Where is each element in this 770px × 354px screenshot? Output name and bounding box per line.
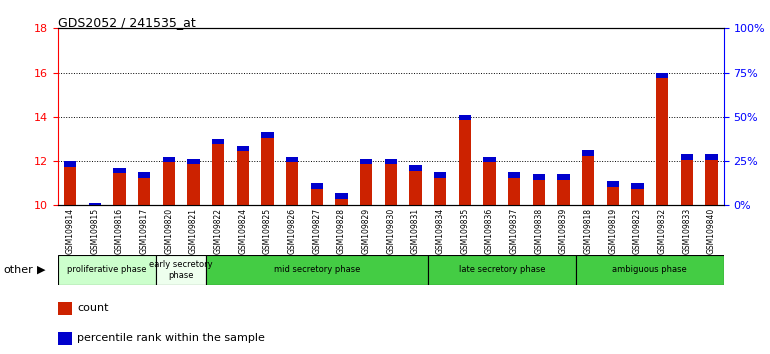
- Text: GSM109831: GSM109831: [411, 208, 420, 254]
- Bar: [64, 161, 76, 205]
- Text: GSM109822: GSM109822: [213, 208, 223, 254]
- Bar: [576, 255, 724, 285]
- Bar: [459, 115, 471, 205]
- Text: GSM109825: GSM109825: [263, 208, 272, 254]
- Bar: [533, 175, 545, 205]
- Bar: [533, 175, 545, 180]
- Bar: [656, 73, 668, 78]
- Bar: [286, 157, 298, 162]
- Bar: [705, 154, 718, 160]
- Bar: [582, 150, 594, 155]
- Bar: [631, 183, 644, 189]
- Text: early secretory
phase: early secretory phase: [149, 260, 213, 280]
- Bar: [138, 172, 150, 205]
- Bar: [607, 181, 619, 205]
- Bar: [557, 175, 570, 205]
- Bar: [212, 139, 224, 144]
- Bar: [656, 73, 668, 205]
- Bar: [484, 157, 496, 205]
- Text: GSM109821: GSM109821: [189, 208, 198, 254]
- Bar: [508, 172, 521, 205]
- Text: GSM109814: GSM109814: [65, 208, 75, 254]
- Text: GSM109815: GSM109815: [90, 208, 99, 254]
- Text: mid secretory phase: mid secretory phase: [273, 266, 360, 274]
- Bar: [89, 203, 101, 205]
- Text: GSM109823: GSM109823: [633, 208, 642, 254]
- Bar: [335, 193, 347, 199]
- Bar: [162, 157, 175, 162]
- Bar: [156, 255, 206, 285]
- Bar: [434, 172, 447, 178]
- Text: GSM109839: GSM109839: [559, 208, 568, 254]
- Text: GSM109840: GSM109840: [707, 208, 716, 254]
- Text: proliferative phase: proliferative phase: [67, 266, 147, 274]
- Bar: [705, 154, 718, 205]
- Text: GSM109818: GSM109818: [584, 208, 593, 254]
- Bar: [261, 132, 273, 205]
- Text: GDS2052 / 241535_at: GDS2052 / 241535_at: [58, 16, 196, 29]
- Bar: [384, 159, 397, 205]
- Text: GSM109824: GSM109824: [238, 208, 247, 254]
- Bar: [187, 159, 199, 205]
- Bar: [631, 183, 644, 205]
- Bar: [360, 159, 372, 164]
- Bar: [89, 203, 101, 209]
- Bar: [410, 166, 422, 171]
- Text: GSM109829: GSM109829: [362, 208, 370, 254]
- Bar: [607, 181, 619, 187]
- Bar: [508, 172, 521, 178]
- Text: ▶: ▶: [37, 265, 45, 275]
- Text: GSM109828: GSM109828: [337, 208, 346, 254]
- Bar: [335, 193, 347, 205]
- Bar: [484, 157, 496, 162]
- Text: GSM109826: GSM109826: [288, 208, 296, 254]
- Bar: [113, 168, 126, 173]
- Text: GSM109833: GSM109833: [682, 208, 691, 254]
- Bar: [310, 183, 323, 189]
- Bar: [64, 161, 76, 167]
- Bar: [212, 139, 224, 205]
- Bar: [58, 255, 156, 285]
- Text: GSM109827: GSM109827: [313, 208, 321, 254]
- Text: GSM109832: GSM109832: [658, 208, 667, 254]
- Text: other: other: [4, 265, 34, 275]
- Text: percentile rank within the sample: percentile rank within the sample: [77, 333, 265, 343]
- Bar: [681, 154, 693, 205]
- Bar: [681, 154, 693, 160]
- Bar: [434, 172, 447, 205]
- Bar: [261, 132, 273, 138]
- Bar: [58, 302, 72, 315]
- Text: GSM109838: GSM109838: [534, 208, 544, 254]
- Bar: [384, 159, 397, 164]
- Text: GSM109830: GSM109830: [387, 208, 395, 254]
- Text: late secretory phase: late secretory phase: [458, 266, 545, 274]
- Bar: [582, 150, 594, 205]
- Bar: [428, 255, 576, 285]
- Bar: [286, 157, 298, 205]
- Bar: [236, 145, 249, 205]
- Bar: [187, 159, 199, 164]
- Bar: [557, 175, 570, 180]
- Bar: [206, 255, 428, 285]
- Bar: [459, 115, 471, 120]
- Text: GSM109834: GSM109834: [436, 208, 444, 254]
- Text: GSM109816: GSM109816: [115, 208, 124, 254]
- Text: GSM109819: GSM109819: [608, 208, 618, 254]
- Text: GSM109837: GSM109837: [510, 208, 519, 254]
- Bar: [138, 172, 150, 178]
- Bar: [58, 332, 72, 345]
- Text: ambiguous phase: ambiguous phase: [612, 266, 687, 274]
- Bar: [410, 166, 422, 205]
- Text: GSM109835: GSM109835: [460, 208, 469, 254]
- Text: GSM109817: GSM109817: [139, 208, 149, 254]
- Text: GSM109836: GSM109836: [485, 208, 494, 254]
- Bar: [162, 157, 175, 205]
- Bar: [360, 159, 372, 205]
- Bar: [236, 145, 249, 151]
- Text: GSM109820: GSM109820: [164, 208, 173, 254]
- Bar: [113, 168, 126, 205]
- Text: count: count: [77, 303, 109, 313]
- Bar: [310, 183, 323, 205]
